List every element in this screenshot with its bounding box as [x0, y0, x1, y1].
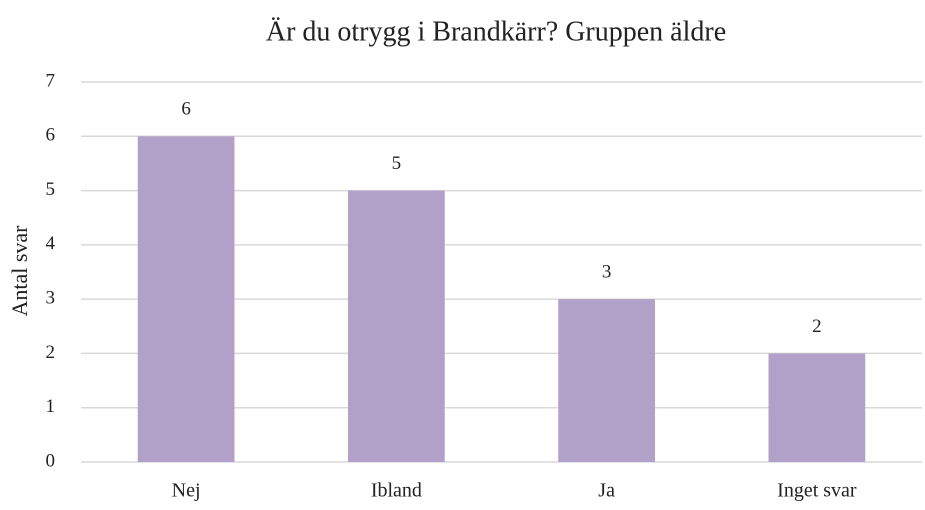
- y-tick-label: 3: [46, 288, 56, 309]
- chart-title: Är du otrygg i Brandkärr? Gruppen äldre: [266, 16, 726, 47]
- bar: [348, 190, 445, 463]
- y-tick-label: 1: [46, 396, 56, 417]
- data-label: 6: [181, 99, 191, 120]
- data-label: 3: [602, 262, 612, 283]
- y-tick-label: 4: [46, 233, 56, 254]
- x-tick-label: Ibland: [371, 480, 422, 502]
- bar: [137, 136, 235, 463]
- y-axis-label: Antal svar: [7, 225, 32, 317]
- bar: [558, 299, 655, 462]
- data-label: 5: [392, 153, 402, 174]
- y-tick-label: 5: [46, 179, 56, 200]
- x-tick-label: Ja: [598, 480, 615, 502]
- x-tick-label: Nej: [172, 480, 201, 502]
- y-tick-label: 7: [46, 70, 56, 91]
- x-tick-label: Inget svar: [777, 480, 857, 502]
- data-label: 2: [812, 316, 822, 337]
- y-tick-label: 6: [46, 125, 56, 146]
- bar: [768, 353, 866, 462]
- y-tick-label: 2: [46, 342, 56, 363]
- y-tick-label: 0: [46, 450, 56, 471]
